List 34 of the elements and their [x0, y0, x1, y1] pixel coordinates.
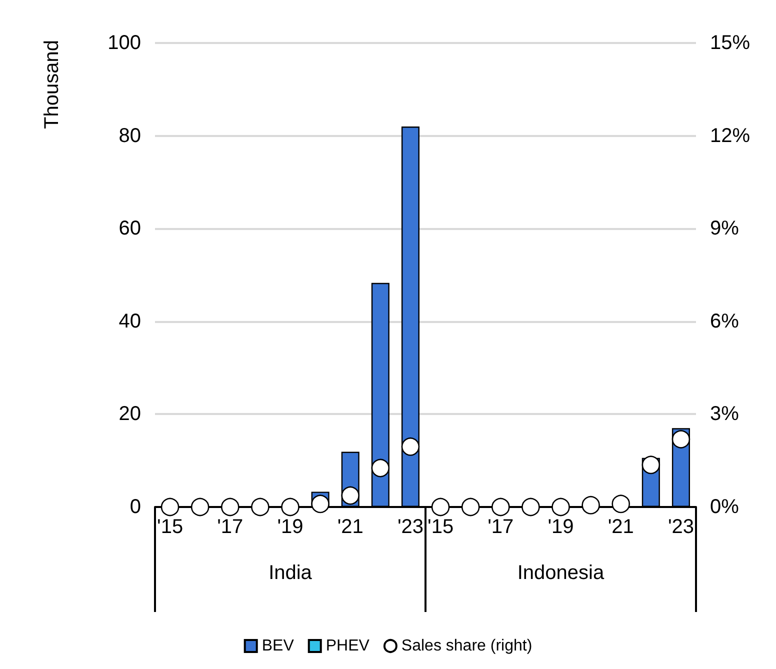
- y2-tick-label: 12%: [710, 124, 750, 147]
- x-tick-label: '17: [217, 516, 244, 538]
- x-tick-label: '23: [397, 516, 424, 538]
- y-tick-label: 60: [118, 218, 141, 240]
- point: [311, 494, 330, 514]
- y-axis-title: Thousand: [41, 40, 63, 129]
- y2-tick-label: 9%: [710, 218, 740, 240]
- point: [401, 438, 420, 456]
- y-tick-label: 40: [118, 310, 141, 332]
- x-tick-label: '21: [337, 516, 364, 538]
- y-tick-label: 20: [118, 403, 141, 426]
- point: [672, 430, 690, 448]
- legend-label: BEV: [262, 638, 294, 654]
- y2-tick-label: 15%: [710, 32, 750, 54]
- x-tick-label: '19: [277, 516, 304, 538]
- text: Indonesia: [517, 562, 605, 584]
- x-tick-label: '19: [548, 516, 574, 538]
- x-tick-label: '23: [668, 516, 694, 538]
- y2-tick-label: 3%: [710, 403, 740, 426]
- y-tick-label: 0: [130, 496, 141, 518]
- legend-label: PHEV: [326, 638, 370, 654]
- y-tick-label: 100: [108, 32, 141, 54]
- x-tick-label: '17: [488, 516, 514, 538]
- legend-label: Sales share (right): [401, 638, 532, 654]
- x-tick-label: '15: [156, 516, 184, 538]
- text: India: [268, 562, 313, 584]
- point: [642, 456, 660, 474]
- x-tick-label: '21: [608, 516, 634, 538]
- y-tick-label: 80: [118, 124, 141, 147]
- x-tick-label: '15: [427, 516, 454, 538]
- point: [341, 486, 360, 505]
- y2-tick-label: 0%: [710, 496, 740, 518]
- y2-tick-label: 6%: [710, 310, 740, 332]
- point: [371, 458, 390, 478]
